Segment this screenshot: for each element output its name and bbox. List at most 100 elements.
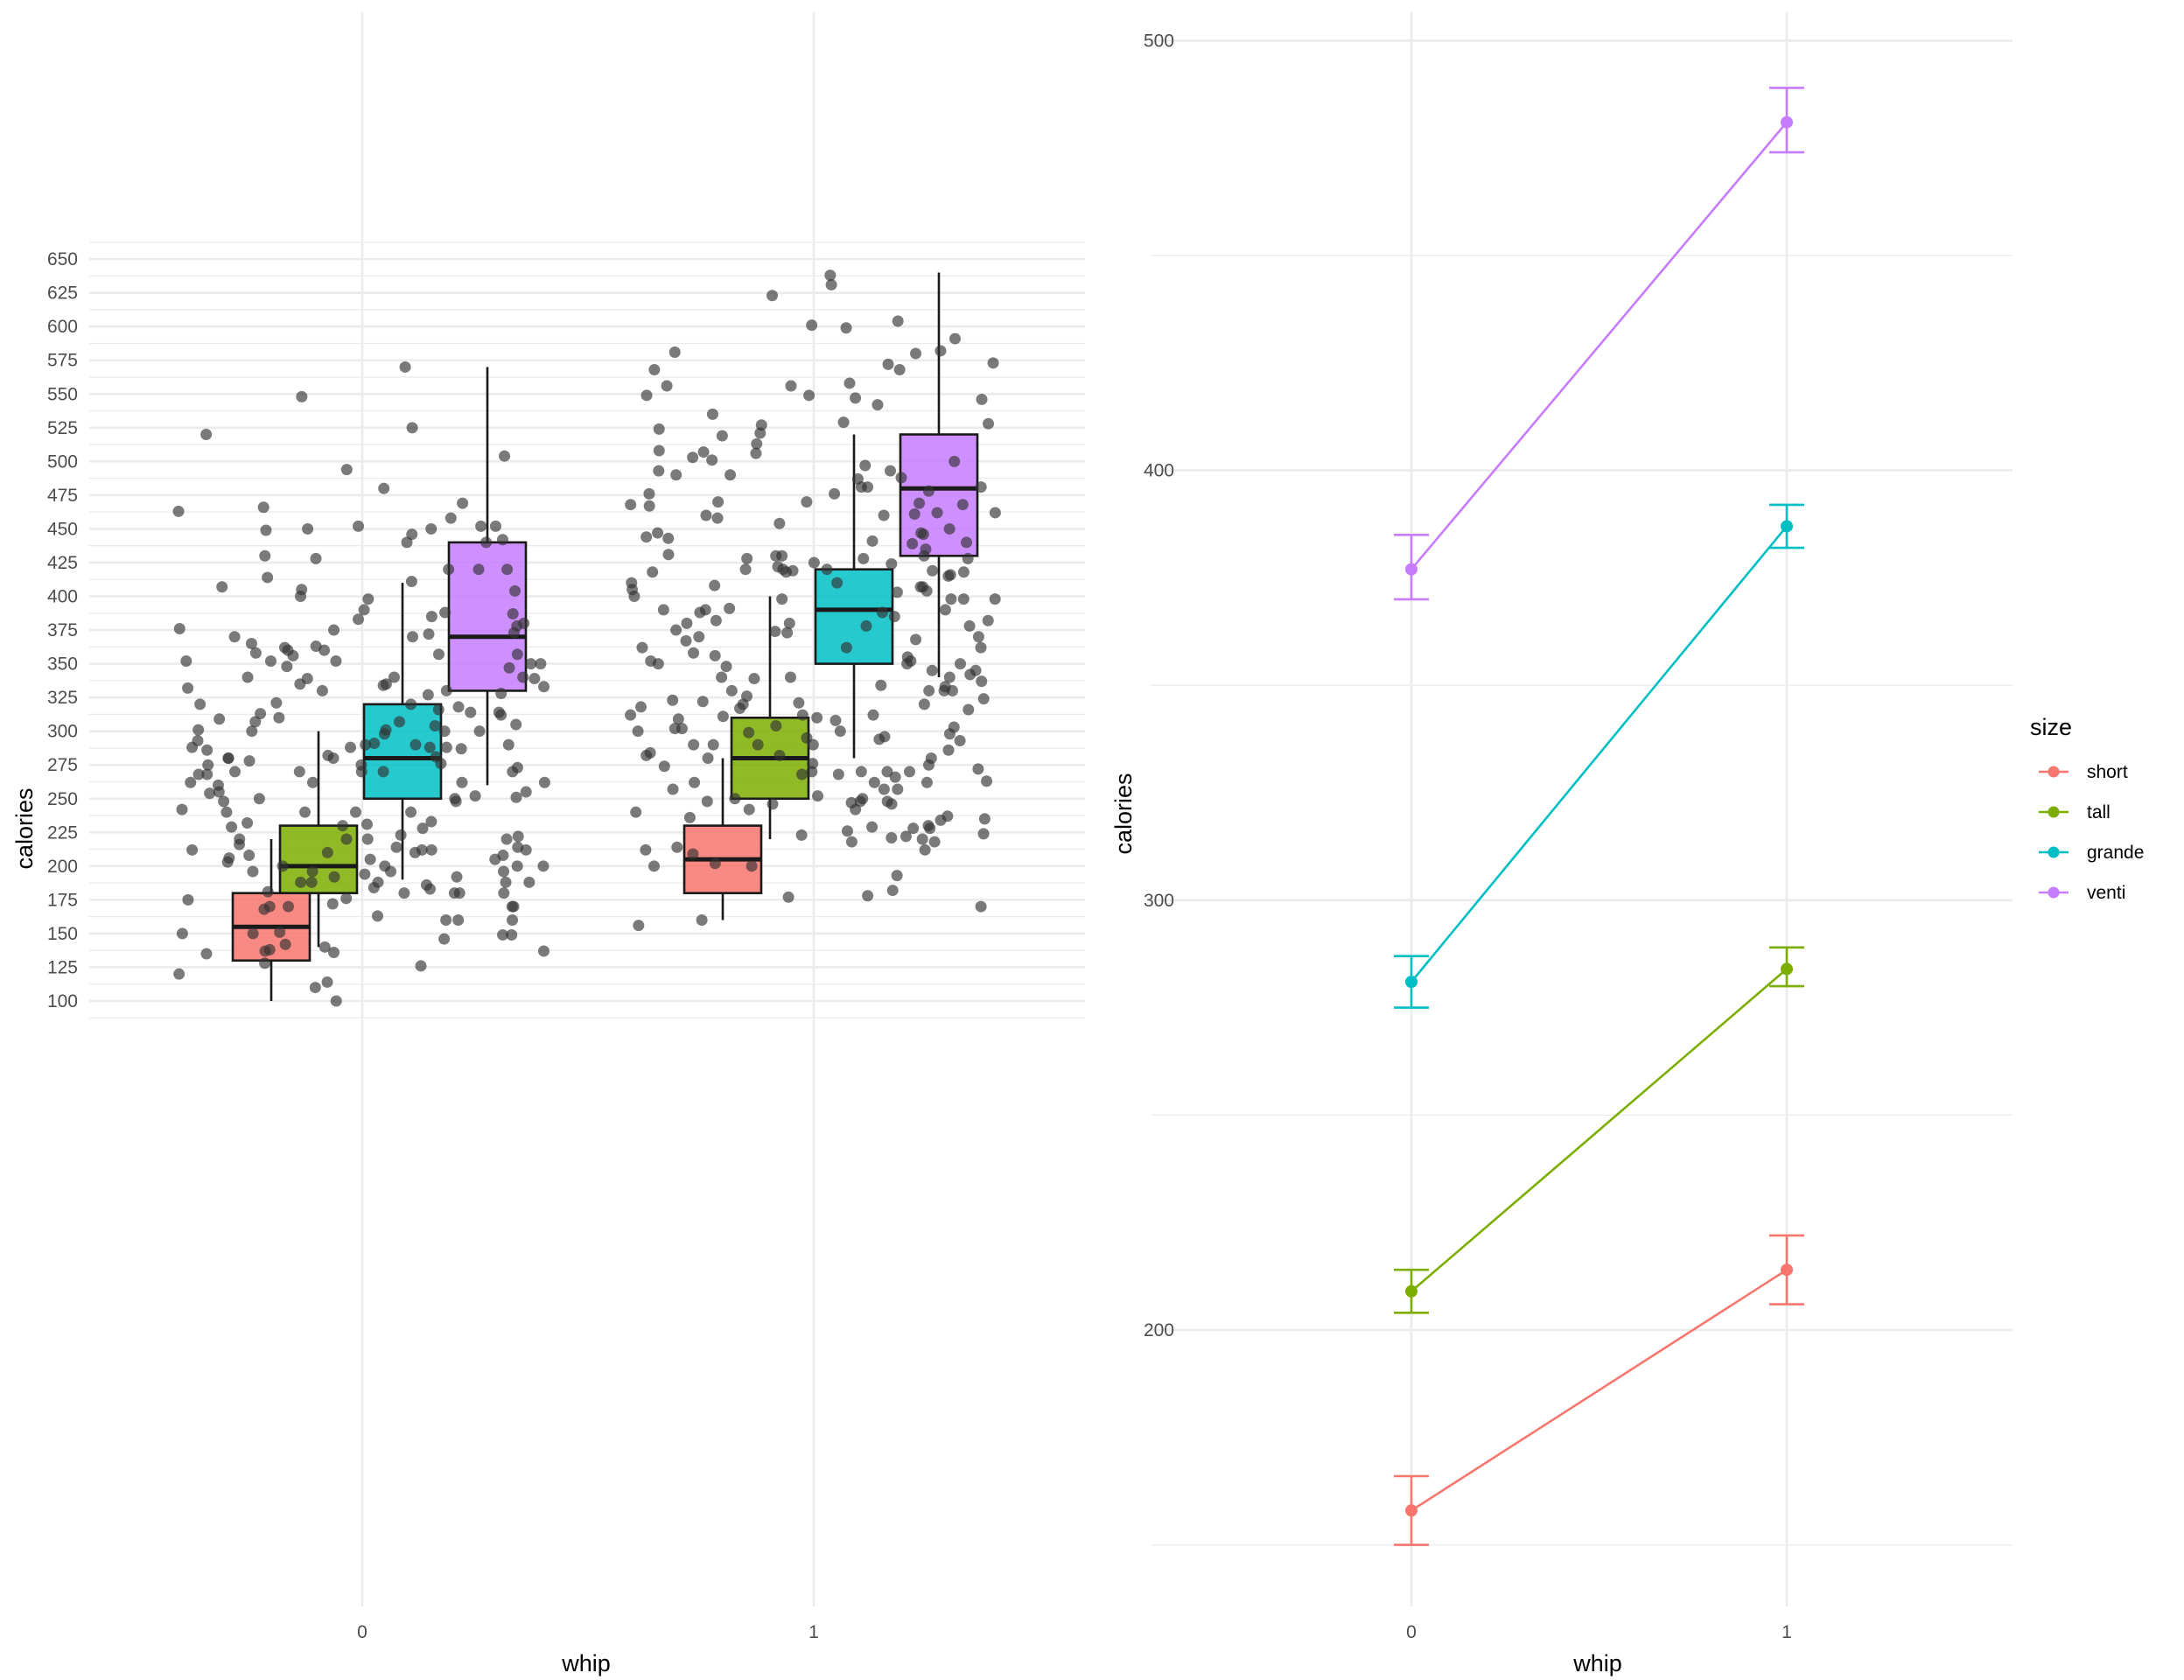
jitter-point: [709, 858, 721, 870]
jitter-point: [498, 865, 510, 878]
jitter-point: [751, 438, 763, 450]
y-tick-label: 200: [47, 857, 78, 877]
jitter-point: [218, 795, 230, 808]
jitter-point: [318, 941, 331, 953]
jitter-point: [943, 671, 956, 683]
jitter-point: [176, 803, 188, 816]
jitter-point: [667, 783, 679, 795]
jitter-point: [957, 566, 970, 578]
jitter-point: [866, 821, 878, 833]
jitter-point: [416, 844, 428, 856]
jitter-point: [882, 358, 894, 370]
jitter-point: [535, 658, 547, 670]
jitter-point: [860, 620, 872, 632]
jitter-point: [680, 634, 692, 647]
jitter-point: [262, 886, 274, 898]
jitter-point: [915, 527, 928, 539]
jitter-point: [364, 853, 376, 865]
mean-point: [1781, 520, 1793, 533]
jitter-point: [795, 829, 808, 841]
jitter-point: [769, 626, 781, 638]
jitter-point: [500, 876, 512, 888]
jitter-point: [457, 497, 469, 509]
jitter-point: [495, 688, 508, 700]
jitter-point: [892, 315, 904, 327]
boxplot-y-tick-labels: 100 125 150 175 200 225 250 275 300 325 350 375 400 4…: [47, 249, 78, 1012]
jitter-point: [652, 527, 664, 539]
jitter-point: [180, 655, 192, 668]
jitter-point: [891, 870, 903, 882]
jitter-point: [296, 390, 308, 402]
jitter-point: [858, 552, 870, 564]
jitter-point: [262, 571, 274, 584]
jitter-point: [440, 741, 452, 753]
jitter-point: [720, 661, 732, 673]
jitter-point: [716, 430, 728, 442]
jitter-point: [473, 725, 486, 738]
jitter-point: [840, 641, 852, 654]
jitter-point: [914, 497, 926, 509]
jitter-point: [214, 713, 226, 725]
jitter-point: [395, 829, 407, 841]
legend-key-point: [2048, 766, 2060, 778]
jitter-point: [243, 850, 256, 862]
legend-item-short: short: [2039, 762, 2128, 782]
legend-label: short: [2087, 762, 2128, 782]
jitter-point: [746, 860, 758, 872]
jitter-point: [249, 716, 262, 728]
jitter-point: [689, 776, 701, 788]
jitter-point: [523, 876, 536, 888]
jitter-point: [294, 678, 306, 690]
legend-items: short tall grande venti: [2039, 762, 2144, 903]
jitter-point: [625, 709, 637, 721]
jitter-point: [928, 836, 941, 848]
jitter-point: [891, 586, 903, 598]
series-line: [1410, 121, 1788, 570]
jitter-point: [511, 648, 523, 661]
jitter-point: [377, 766, 389, 778]
jitter-point: [910, 347, 922, 360]
jitter-point: [729, 793, 741, 805]
jitter-point: [424, 741, 436, 753]
box-iqr: [899, 433, 979, 557]
jitter-point: [340, 464, 353, 476]
jitter-point: [943, 728, 956, 740]
jitter-point: [782, 891, 794, 903]
jitter-point: [321, 846, 333, 858]
y-tick-label: 100: [47, 991, 78, 1012]
y-tick-label: 150: [47, 924, 78, 944]
jitter-point: [368, 738, 381, 750]
mean-point: [1405, 976, 1418, 989]
jitter-point: [920, 776, 933, 788]
jitter-point: [243, 755, 256, 767]
jitter-point: [360, 738, 372, 751]
jitter-point: [287, 649, 299, 662]
jitter-point: [724, 469, 737, 481]
jitter-point: [850, 392, 862, 404]
jitter-point: [359, 868, 371, 880]
jitter-point: [943, 522, 956, 535]
jitter-point: [296, 584, 308, 596]
legend-item-grande: grande: [2039, 843, 2144, 863]
jitter-point: [321, 976, 333, 988]
jitter-point: [668, 346, 681, 358]
jitter-point: [410, 738, 422, 751]
jitter-point: [776, 593, 788, 606]
jitter-point: [942, 570, 955, 582]
mean-point: [1405, 563, 1418, 576]
jitter-point: [961, 536, 973, 549]
jitter-point: [226, 821, 238, 833]
jitter-point: [752, 738, 764, 751]
jitter-point: [186, 741, 199, 753]
jitter-point: [497, 928, 509, 941]
jitter-point: [345, 741, 357, 753]
y-tick-label: 375: [47, 620, 78, 640]
jitter-point: [337, 820, 349, 832]
jitter-point: [372, 910, 384, 922]
jitter-point: [653, 444, 665, 457]
jitter-point: [439, 606, 452, 619]
legend-key-point: [2048, 806, 2060, 818]
jitter-point: [259, 957, 271, 970]
jitter-point: [450, 795, 462, 808]
